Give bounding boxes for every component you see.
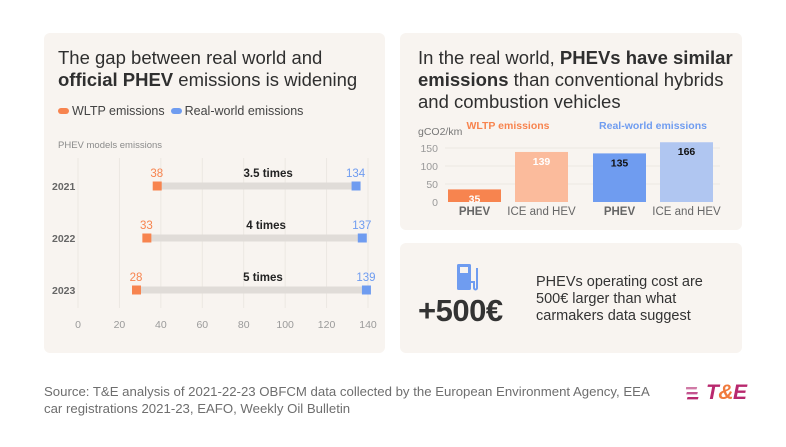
legend-swatch-wltp: [58, 108, 69, 114]
y-tick-label: 100: [420, 161, 438, 173]
bar: [593, 153, 646, 202]
bar: [660, 142, 713, 202]
bar-value-label: 166: [678, 146, 696, 158]
gap-bar: [136, 286, 366, 294]
comparison-chart-card: In the real world, PHEVs have similar emi…: [400, 33, 742, 230]
legend-swatch-real: [170, 108, 182, 114]
y-category-label: 2021: [52, 181, 76, 193]
real-value-label: 139: [356, 272, 375, 284]
real-marker: [351, 181, 361, 191]
dumbbell-chart: 0 20 40 60 80 100 120 140 2021 38 134 3.5 times 2022…: [52, 158, 377, 331]
bar: [448, 189, 501, 202]
title-bold: PHEVs have similar: [559, 47, 733, 68]
y-tick-label: 150: [420, 143, 438, 155]
x-tick-label: 20: [114, 319, 126, 331]
real-value-label: 137: [352, 220, 371, 232]
title-bold: emissions: [418, 69, 509, 90]
title-rest: than conventional hybrids and combustion…: [418, 69, 724, 112]
x-tick-label: 60: [196, 319, 208, 331]
ratio-annotation: 3.5 times: [244, 168, 293, 180]
logo-e: E: [733, 381, 747, 404]
chart-subtitle: PHEV models emissions: [58, 140, 163, 151]
gap-bar: [156, 182, 356, 190]
cost-card: +500€ PHEVs operating cost are 500€ larg…: [400, 243, 742, 353]
real-marker: [357, 233, 367, 243]
wltp-marker: [132, 285, 141, 295]
y-category-label: 2023: [52, 285, 76, 297]
bar-value-label: 35: [469, 193, 481, 205]
y-category-label: 2022: [52, 233, 76, 245]
title-prefix: In the real world,: [418, 47, 560, 68]
title-line: The gap between real world and: [58, 47, 323, 68]
ratio-annotation: 5 times: [243, 272, 283, 284]
logo-t: T: [706, 381, 719, 404]
group-header: Real-world emissions: [599, 120, 707, 132]
x-tick-label: 80: [238, 319, 250, 331]
legend-label: Real-world emissions: [184, 104, 304, 118]
wltp-marker: [142, 233, 152, 243]
comparison-chart-title: In the real world, PHEVs have similar emi…: [418, 47, 738, 113]
real-marker: [361, 285, 371, 295]
y-tick-label: 0: [432, 197, 438, 209]
source-note: Source: T&E analysis of 2021-22-23 OBFCM…: [44, 384, 650, 416]
x-category-label: PHEV: [604, 206, 636, 218]
wltp-marker: [152, 181, 162, 191]
cost-description: PHEVs operating cost are 500€ larger tha…: [536, 274, 703, 324]
title-rest: emissions is widening: [173, 69, 358, 90]
x-tick-label: 100: [276, 319, 294, 331]
fuel-pump-icon: [457, 264, 478, 291]
real-value-label: 134: [346, 168, 366, 180]
cost-value: +500€: [418, 293, 503, 328]
bar-value-label: 139: [533, 156, 551, 168]
ratio-annotation: 4 times: [246, 220, 286, 232]
x-tick-label: 40: [155, 319, 167, 331]
x-category-label: ICE and HEV: [507, 206, 576, 218]
x-category-label: ICE and HEV: [652, 206, 721, 218]
legend-label: WLTP emissions: [72, 104, 165, 118]
y-tick-label: 50: [426, 179, 438, 191]
x-tick-label: 120: [318, 319, 336, 331]
bar-value-label: 135: [611, 157, 629, 169]
legend-item-wltp: WLTP emissions: [58, 104, 165, 118]
title-bold: official PHEV: [58, 69, 174, 90]
y-axis-label: gCO2/km: [418, 126, 463, 138]
wltp-value-label: 38: [150, 168, 163, 180]
x-category-label: PHEV: [459, 206, 491, 218]
gap-chart-title: The gap between real world and official …: [58, 47, 378, 91]
x-tick-label: 140: [359, 319, 377, 331]
x-tick-label: 0: [75, 319, 81, 331]
gap-bar: [146, 234, 362, 242]
gap-chart-card: The gap between real world and official …: [44, 33, 385, 353]
bar: [515, 151, 568, 202]
wltp-value-label: 28: [130, 272, 143, 284]
logo-wordmark: T&E: [706, 381, 747, 405]
logo-stripes-icon: [686, 387, 699, 400]
te-logo: T&E: [686, 381, 747, 405]
legend-item-real: Real-world emissions: [170, 104, 304, 118]
chart-legend: WLTP emissions Real-world emissions: [58, 104, 309, 118]
logo-amp: &: [718, 381, 733, 404]
group-header: WLTP emissions: [466, 120, 549, 132]
wltp-value-label: 33: [140, 220, 153, 232]
